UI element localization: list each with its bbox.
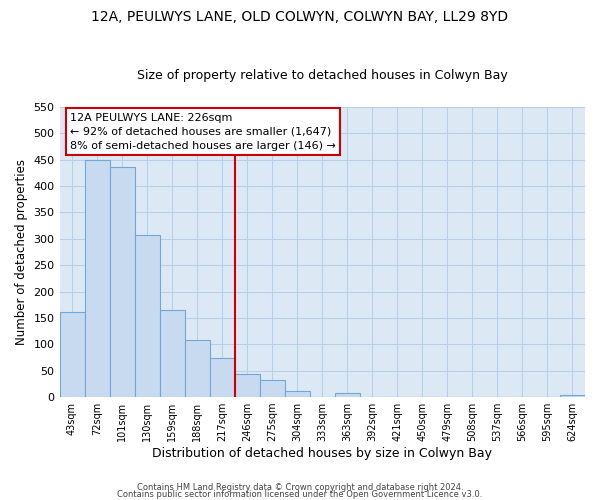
Bar	[134, 234, 160, 397]
Bar	[560, 395, 585, 397]
Bar	[335, 393, 360, 397]
Text: 12A, PEULWYS LANE, OLD COLWYN, COLWYN BAY, LL29 8YD: 12A, PEULWYS LANE, OLD COLWYN, COLWYN BA…	[91, 10, 509, 24]
Text: 12A PEULWYS LANE: 226sqm
← 92% of detached houses are smaller (1,647)
8% of semi: 12A PEULWYS LANE: 226sqm ← 92% of detach…	[70, 112, 336, 150]
Bar	[260, 380, 285, 397]
Bar	[235, 374, 260, 397]
Bar	[209, 358, 235, 397]
Title: Size of property relative to detached houses in Colwyn Bay: Size of property relative to detached ho…	[137, 69, 508, 82]
Y-axis label: Number of detached properties: Number of detached properties	[15, 159, 28, 345]
Bar	[59, 312, 85, 397]
Bar	[85, 160, 110, 397]
Bar	[160, 310, 185, 397]
Bar	[110, 168, 134, 397]
Text: Contains HM Land Registry data © Crown copyright and database right 2024.: Contains HM Land Registry data © Crown c…	[137, 484, 463, 492]
X-axis label: Distribution of detached houses by size in Colwyn Bay: Distribution of detached houses by size …	[152, 447, 492, 460]
Bar	[285, 390, 310, 397]
Bar	[185, 340, 209, 397]
Text: Contains public sector information licensed under the Open Government Licence v3: Contains public sector information licen…	[118, 490, 482, 499]
